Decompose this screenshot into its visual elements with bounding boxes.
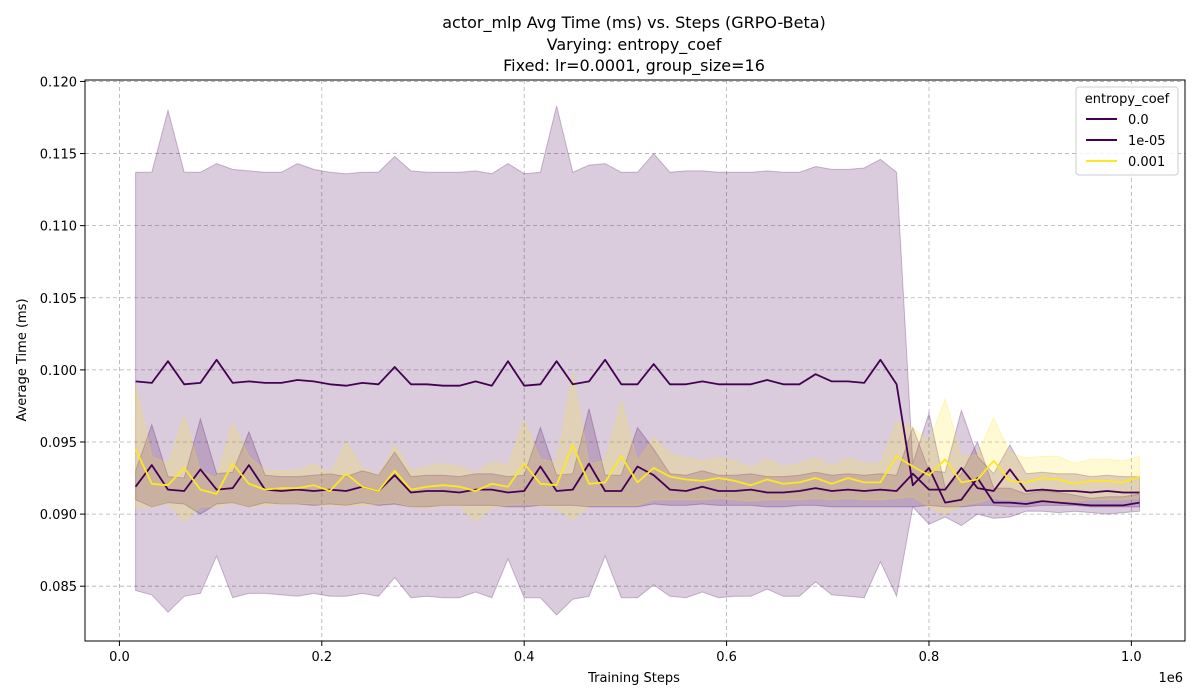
x-tick-label: 0.4 — [514, 650, 535, 665]
y-tick-label: 0.120 — [40, 75, 77, 90]
legend-label-2: 0.001 — [1128, 155, 1165, 170]
x-tick-label: 0.2 — [311, 650, 332, 665]
x-axis-label: Training Steps — [587, 671, 680, 686]
y-tick-label: 0.100 — [40, 364, 77, 379]
legend-label-0: 0.0 — [1128, 113, 1149, 128]
x-tick-label: 1.0 — [1121, 650, 1142, 665]
x-tick-label: 0.6 — [716, 650, 737, 665]
x-tick-label: 0.8 — [919, 650, 940, 665]
chart-title-line-3: Fixed: lr=0.0001, group_size=16 — [503, 56, 765, 76]
confidence-bands — [135, 105, 1140, 616]
legend-label-1: 1e-05 — [1128, 134, 1166, 149]
band-series-0 — [135, 408, 1140, 515]
plot-area-frame — [84, 79, 1186, 642]
x-tick-label: 0.0 — [109, 650, 130, 665]
y-axis-ticks: 0.085 0.090 0.095 0.100 0.105 0.110 0.115 0.120 — [40, 75, 85, 595]
line-series-2 — [134, 443, 1140, 495]
band-series-1 — [135, 105, 1140, 616]
x-axis-ticks: 0.0 0.2 0.4 0.6 0.8 1.0 — [109, 641, 1142, 665]
legend: entropy_coef 0.0 1e-05 0.001 — [1075, 86, 1179, 176]
y-axis-label: Average Time (ms) — [15, 298, 30, 421]
chart-title-line-1: actor_mlp Avg Time (ms) vs. Steps (GRPO-… — [442, 13, 826, 33]
legend-box — [1075, 86, 1179, 176]
line-series-1 — [135, 358, 1140, 507]
y-tick-label: 0.085 — [40, 580, 77, 595]
series-lines — [134, 358, 1140, 507]
y-tick-label: 0.115 — [40, 148, 77, 163]
grid — [85, 80, 1185, 641]
y-tick-label: 0.110 — [40, 220, 77, 235]
chart-title-line-2: Varying: entropy_coef — [547, 35, 722, 55]
y-tick-label: 0.095 — [40, 436, 77, 451]
y-tick-label: 0.090 — [40, 508, 77, 523]
x-axis-offset-label: 1e6 — [1158, 671, 1183, 686]
y-tick-label: 0.105 — [40, 292, 77, 307]
legend-title: entropy_coef — [1085, 92, 1170, 107]
